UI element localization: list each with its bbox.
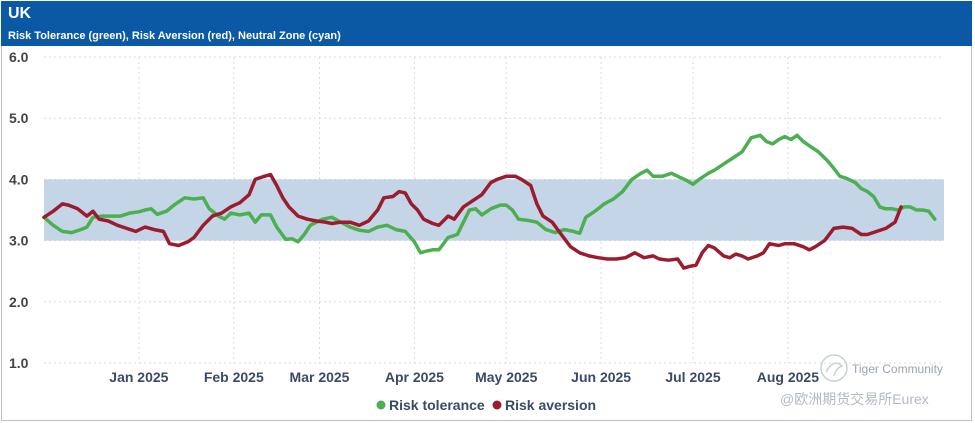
neutral-zone-group <box>44 179 944 241</box>
neutral-zone-band <box>44 179 944 241</box>
y-tick-label: 6.0 <box>9 49 29 65</box>
y-tick-label: 1.0 <box>9 355 29 371</box>
chart-title: UK <box>8 5 32 22</box>
watermark-line-1: Tiger Community <box>852 362 943 376</box>
x-tick-label: Apr 2025 <box>385 369 444 385</box>
x-tick-label: Jun 2025 <box>571 369 631 385</box>
x-tick-label: Mar 2025 <box>290 369 350 385</box>
x-tick-label: May 2025 <box>475 369 537 385</box>
x-tick-label: Jan 2025 <box>109 369 168 385</box>
legend-marker-risk-tolerance <box>376 400 386 410</box>
x-tick-label: Aug 2025 <box>757 369 819 385</box>
legend-label-risk-aversion: Risk aversion <box>505 397 596 413</box>
series-line-risk-tolerance <box>42 133 937 255</box>
series-lines <box>42 133 937 270</box>
y-tick-label: 2.0 <box>9 294 29 310</box>
chart-subtitle: Risk Tolerance (green), Risk Aversion (r… <box>8 30 341 42</box>
legend: Risk tolerance Risk aversion <box>376 397 596 413</box>
chart-header: UK Risk Tolerance (green), Risk Aversion… <box>1 1 972 46</box>
x-tick-label: Feb 2025 <box>204 369 264 385</box>
series-line-risk-aversion <box>42 172 903 270</box>
x-axis: Jan 2025 Feb 2025 Mar 2025 Apr 2025 May 2025… <box>109 369 819 385</box>
legend-label-risk-tolerance: Risk tolerance <box>389 397 485 413</box>
legend-marker-risk-aversion <box>492 400 502 410</box>
watermark: Tiger Community @欧洲期货交易所Eurex <box>780 354 943 407</box>
y-tick-label: 5.0 <box>9 110 29 126</box>
y-tick-label: 4.0 <box>9 171 29 187</box>
y-tick-label: 3.0 <box>9 233 29 249</box>
y-axis: 1.0 2.0 3.0 4.0 5.0 6.0 <box>9 49 29 371</box>
watermark-line-2: @欧洲期货交易所Eurex <box>780 391 929 407</box>
x-tick-label: Jul 2025 <box>665 369 720 385</box>
watermark-logo-icon <box>820 354 848 382</box>
